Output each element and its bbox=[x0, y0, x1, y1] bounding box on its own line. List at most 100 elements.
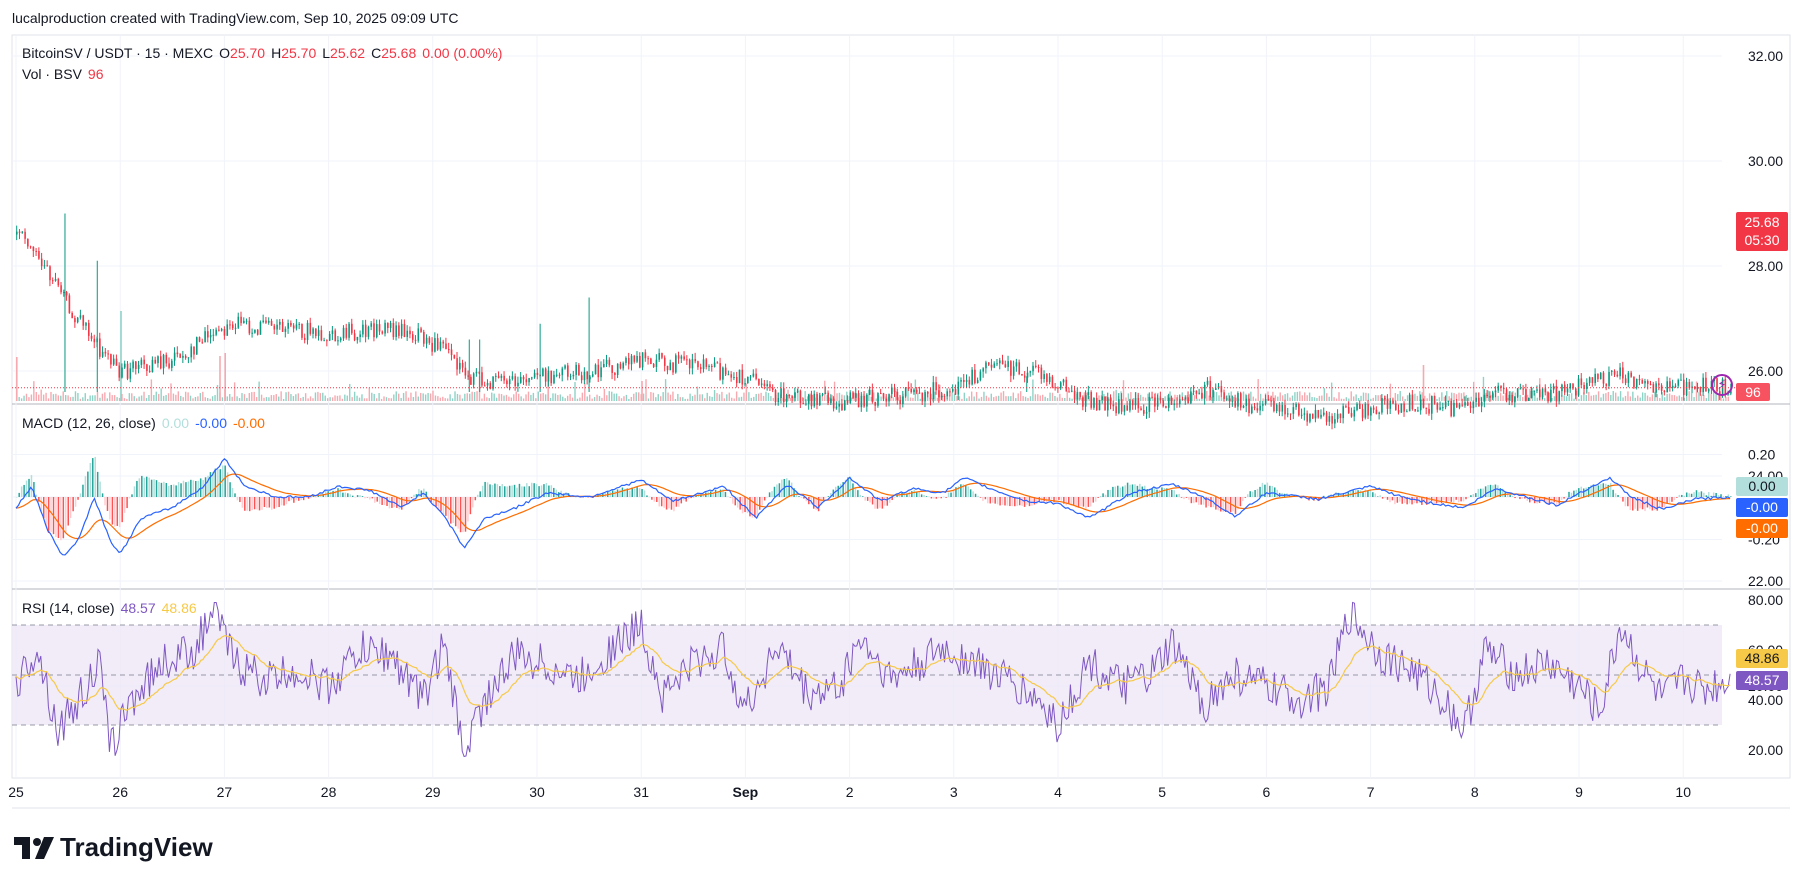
volume-bar bbox=[473, 392, 476, 401]
macd-histogram-bar bbox=[457, 497, 459, 529]
symbol-label[interactable]: BitcoinSV / USDT · 15 · MEXC bbox=[22, 45, 214, 61]
macd-histogram-bar bbox=[888, 497, 891, 503]
macd-histogram-bar bbox=[1158, 489, 1161, 497]
volume-bar bbox=[686, 398, 689, 401]
volume-bar bbox=[711, 396, 713, 401]
candle-body bbox=[686, 359, 688, 361]
candle-body bbox=[281, 321, 284, 332]
macd-histogram-bar bbox=[334, 490, 337, 497]
volume-bar bbox=[1308, 392, 1311, 401]
volume-bar bbox=[47, 398, 50, 401]
candle-body bbox=[1311, 413, 1314, 419]
candle-body bbox=[1001, 360, 1004, 365]
candle-body bbox=[1148, 396, 1151, 412]
candle-body bbox=[1317, 410, 1320, 418]
volume-bar bbox=[72, 396, 74, 401]
macd-histogram-bar bbox=[168, 485, 170, 497]
volume-bar bbox=[503, 395, 505, 401]
volume-bar bbox=[562, 396, 564, 401]
time-tick-label: 25 bbox=[8, 784, 24, 800]
volume-bar bbox=[99, 397, 101, 401]
volume-bar bbox=[62, 391, 64, 401]
macd-histogram-bar bbox=[1514, 497, 1516, 499]
macd-histogram-bar bbox=[587, 497, 589, 498]
rsi-axis-label: 40.00 bbox=[1748, 692, 1783, 708]
volume-bar bbox=[388, 398, 390, 401]
candle-body bbox=[85, 322, 87, 326]
macd-histogram-bar bbox=[886, 497, 889, 506]
macd-line bbox=[15, 457, 1731, 556]
macd-histogram-bar bbox=[930, 497, 933, 499]
candle-body bbox=[1602, 372, 1605, 384]
macd-histogram-bar bbox=[687, 497, 690, 499]
volume-bar bbox=[123, 398, 126, 401]
candle-body bbox=[799, 390, 802, 404]
macd-histogram-bar bbox=[660, 497, 663, 507]
volume-bar bbox=[1007, 396, 1010, 401]
rsi-label[interactable]: RSI (14, close) bbox=[22, 600, 115, 616]
macd-histogram-bar bbox=[231, 487, 234, 497]
macd-histogram-bar bbox=[116, 497, 119, 526]
candle-body bbox=[1541, 388, 1544, 398]
macd-histogram-bar bbox=[1244, 497, 1247, 498]
candle-body bbox=[198, 337, 201, 342]
time-tick-label: 3 bbox=[950, 784, 958, 800]
candle-body bbox=[1544, 388, 1547, 393]
volume-bar bbox=[469, 393, 471, 401]
candle-body bbox=[951, 389, 954, 392]
volume-bar bbox=[909, 397, 912, 401]
candle-body bbox=[1630, 372, 1633, 377]
macd-line-tag: -0.00 bbox=[1736, 498, 1788, 517]
volume-bar bbox=[1154, 392, 1157, 401]
macd-histogram-bar bbox=[1256, 488, 1259, 497]
volume-bar bbox=[892, 397, 895, 401]
candle-body bbox=[863, 395, 865, 407]
macd-histogram-bar bbox=[803, 497, 805, 499]
volume-bar bbox=[395, 391, 397, 401]
macd-histogram-bar bbox=[1050, 497, 1053, 500]
volume-bar bbox=[1472, 381, 1475, 401]
macd-histogram-bar bbox=[324, 490, 327, 497]
macd-histogram-bar bbox=[616, 489, 619, 497]
macd-histogram-bar bbox=[430, 497, 432, 503]
volume-bar bbox=[1426, 398, 1428, 401]
volume-bar bbox=[1335, 398, 1338, 401]
price-axis-label: 32.00 bbox=[1748, 48, 1783, 64]
candle-body bbox=[594, 364, 597, 375]
macd-histogram-bar bbox=[418, 489, 420, 497]
macd-histogram-bar bbox=[879, 497, 881, 508]
candle-body bbox=[675, 355, 677, 373]
candle-body bbox=[464, 367, 467, 376]
macd-histogram-bar bbox=[788, 480, 790, 497]
candle-body bbox=[511, 376, 514, 380]
time-tick-label: 5 bbox=[1158, 784, 1166, 800]
volume-bar bbox=[1649, 397, 1651, 401]
volume-spike-bar bbox=[641, 381, 643, 401]
tradingview-logo-icon bbox=[14, 836, 54, 859]
macd-label[interactable]: MACD (12, 26, close) bbox=[22, 415, 156, 431]
macd-histogram-bar bbox=[938, 497, 940, 498]
volume-label[interactable]: Vol · BSV bbox=[22, 66, 82, 82]
volume-bar bbox=[1338, 392, 1340, 401]
tradingview-logo[interactable]: TradingView bbox=[14, 832, 213, 863]
candle-body bbox=[1439, 407, 1441, 410]
candle-body bbox=[733, 377, 735, 379]
time-tick-label: 7 bbox=[1367, 784, 1375, 800]
candle-body bbox=[1190, 391, 1192, 404]
candle-body bbox=[1170, 397, 1173, 405]
volume-bar bbox=[966, 398, 968, 401]
volume-bar bbox=[417, 396, 419, 401]
candle-body bbox=[18, 231, 21, 233]
macd-histogram-bar bbox=[248, 497, 251, 512]
candle-body bbox=[791, 396, 793, 398]
rsi-axis-label: 80.00 bbox=[1748, 592, 1783, 608]
candle-body bbox=[1345, 406, 1347, 408]
macd-histogram-bar bbox=[224, 465, 226, 497]
candle-body bbox=[802, 403, 805, 405]
candle-body bbox=[1536, 389, 1538, 391]
macd-histogram-bar bbox=[38, 497, 40, 502]
volume-bar bbox=[1068, 397, 1071, 401]
flash-icon[interactable]: ⚡ bbox=[1711, 374, 1733, 396]
macd-histogram-bar bbox=[847, 477, 849, 497]
